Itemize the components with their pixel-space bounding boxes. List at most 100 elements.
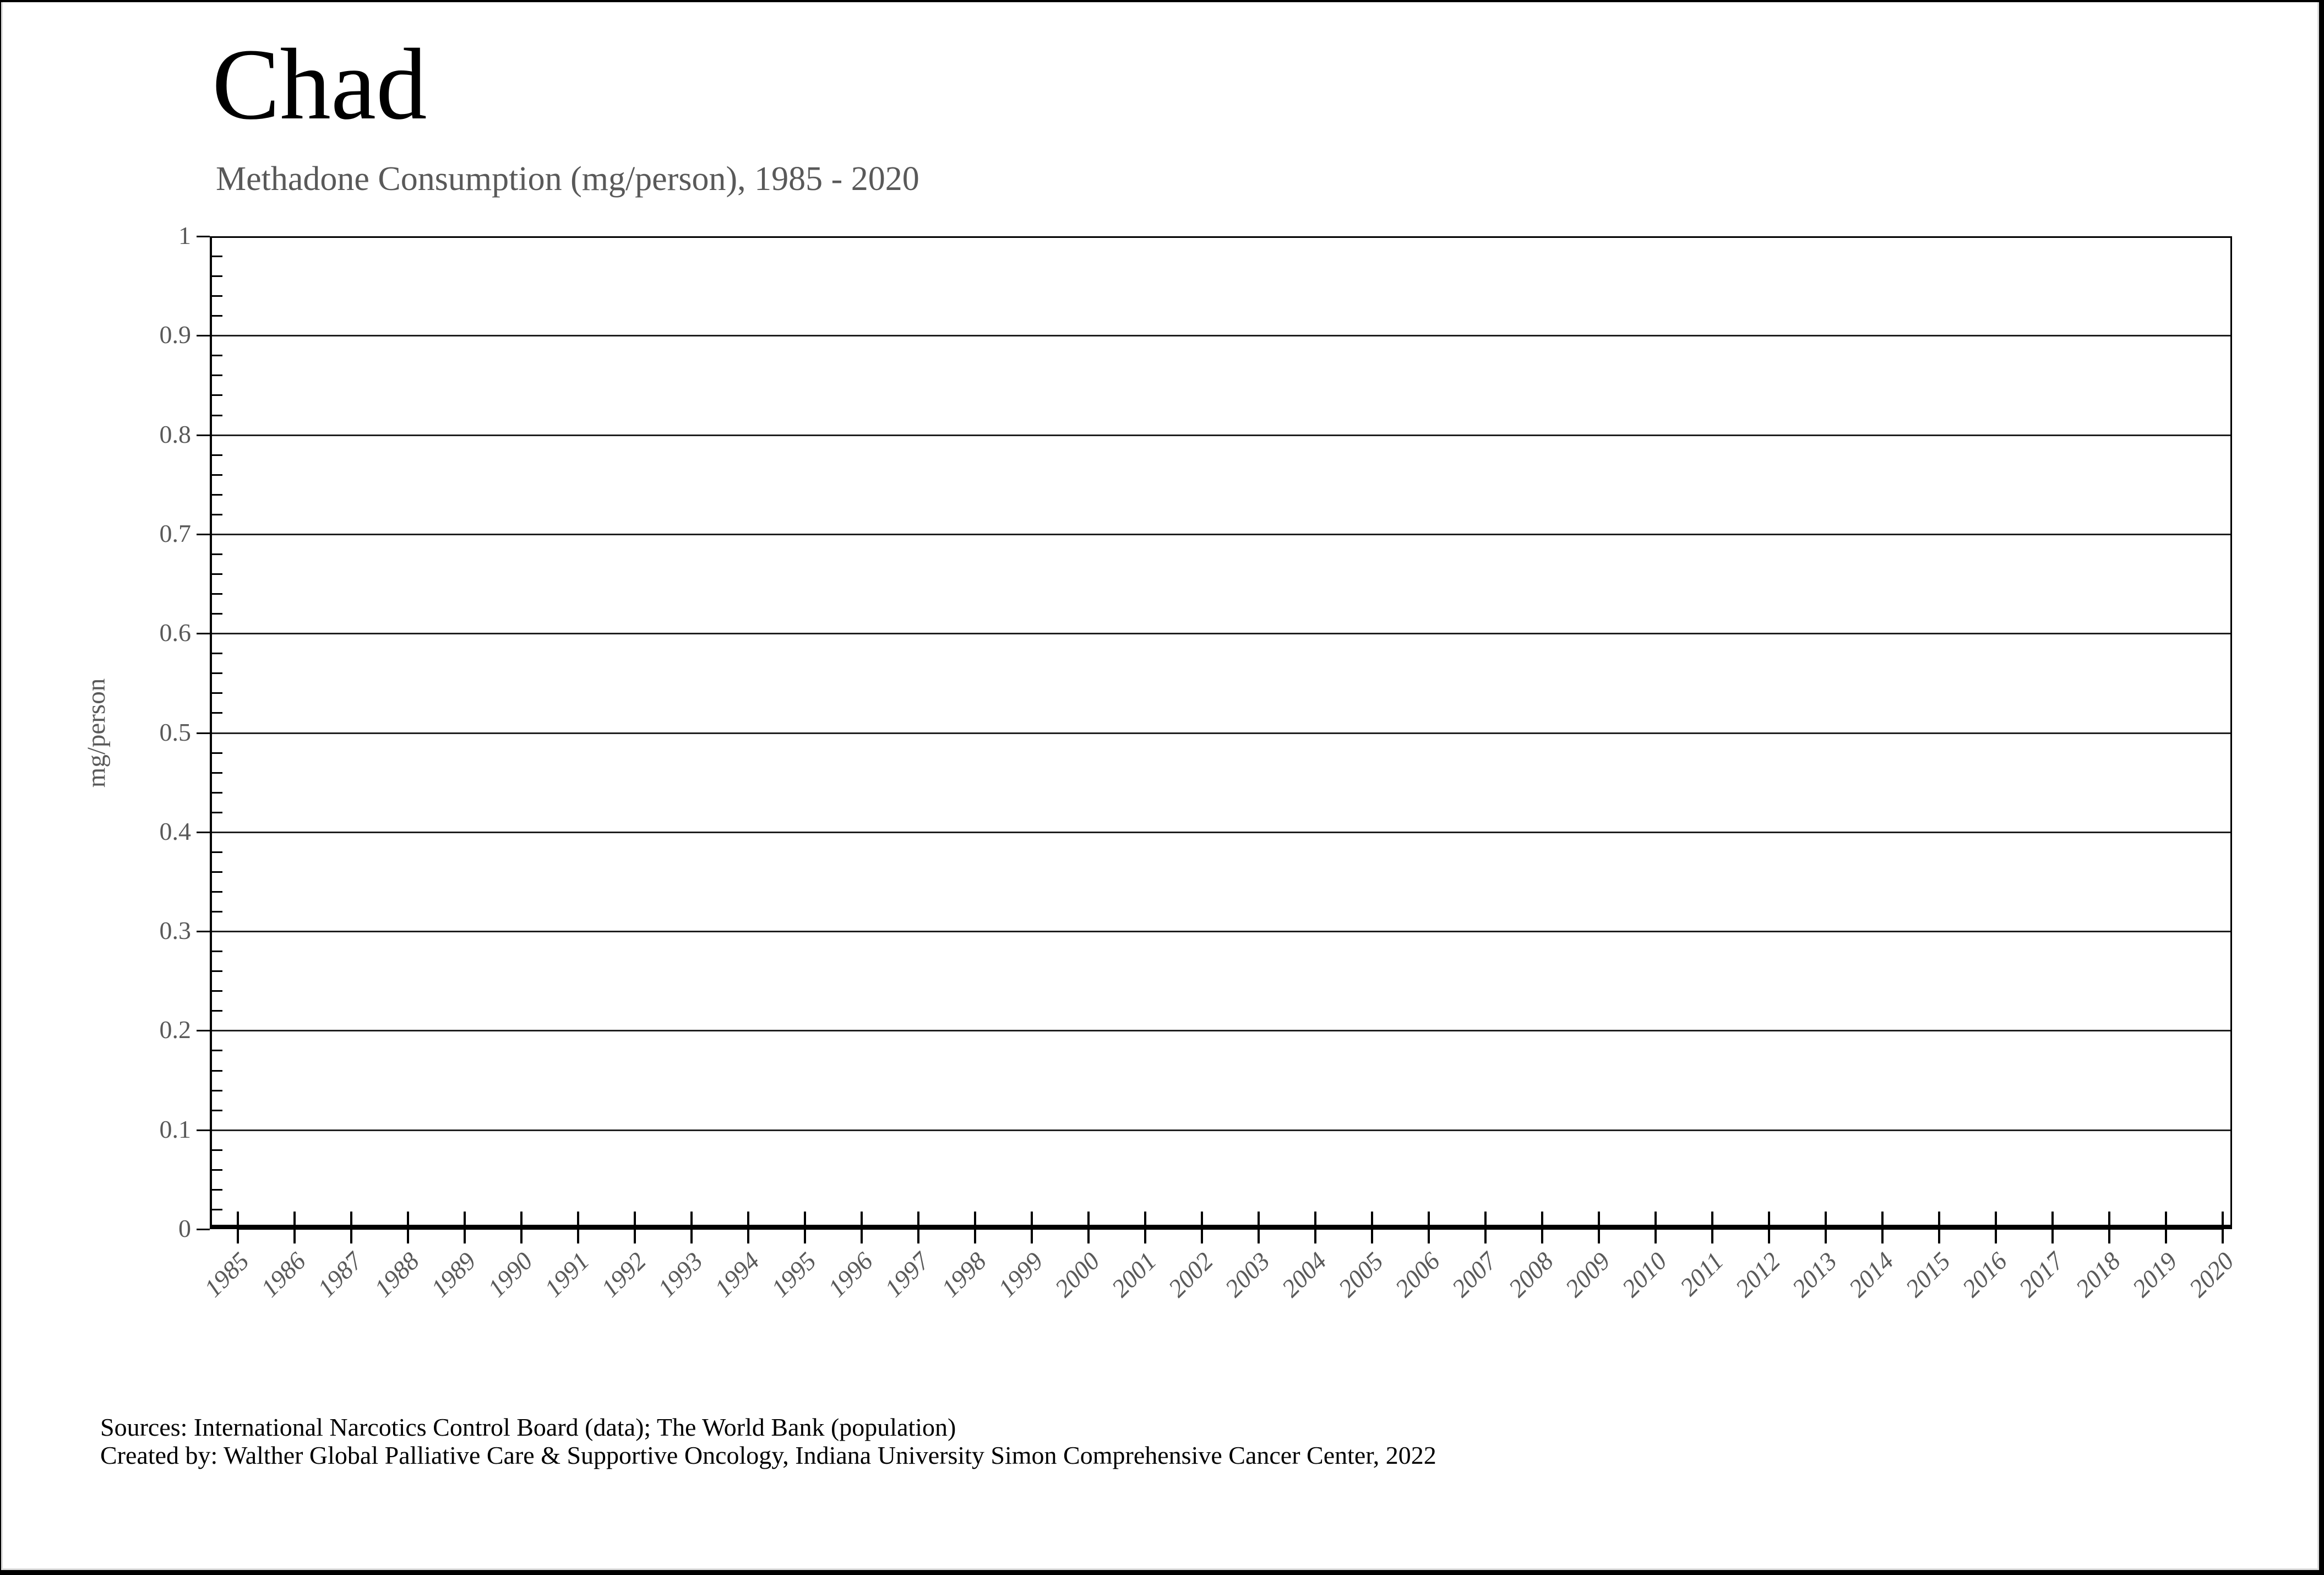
x-axis-tick-label: 1988 [368,1246,424,1302]
x-axis-tick-label: 1990 [482,1246,538,1302]
y-axis-minor-tick [212,692,222,694]
x-axis-tick-label: 1989 [425,1246,481,1302]
x-axis-tick-label: 1999 [992,1246,1048,1302]
x-axis-tick-label: 2015 [1900,1246,1956,1302]
x-axis-tick-label: 2012 [1729,1246,1786,1302]
gridline [212,832,2230,833]
y-axis-minor-tick [212,295,222,297]
gridline [212,1129,2230,1131]
x-axis-tick-label: 2014 [1843,1246,1899,1302]
gridline [212,335,2230,336]
y-axis-major-tick [197,1129,210,1131]
source-line: Sources: International Narcotics Control… [100,1413,956,1441]
y-axis-minor-tick [212,891,222,893]
y-axis-minor-tick [212,871,222,873]
y-axis-minor-tick [212,613,222,615]
y-axis-minor-tick [212,1010,222,1012]
y-axis-major-tick [197,236,210,237]
x-axis-tick-label: 1992 [595,1246,651,1302]
series-line-methadone [238,1227,2223,1230]
y-axis-minor-tick [212,553,222,555]
x-axis-tick-label: 2010 [1616,1246,1672,1302]
y-axis-minor-tick [212,772,222,774]
y-axis-minor-tick [212,494,222,496]
y-axis-minor-tick [212,573,222,575]
gridline [212,931,2230,932]
y-axis-tick-label: 0.5 [159,718,192,746]
y-axis-major-tick [197,534,210,535]
y-axis-minor-tick [212,1050,222,1051]
y-axis-tick-label: 1 [178,221,191,249]
y-axis-tick-label: 0.4 [159,817,192,845]
y-axis-major-tick [197,633,210,634]
x-axis-tick-label: 1995 [765,1246,821,1302]
y-axis-tick-label: 0.7 [159,519,192,547]
page-title: Chad [212,28,427,141]
y-axis-major-tick [197,1229,210,1230]
y-axis-minor-tick [212,1110,222,1111]
y-axis-minor-tick [212,1149,222,1151]
x-axis-tick-label: 1994 [709,1246,765,1302]
x-axis-tick-label: 2006 [1389,1246,1445,1302]
x-axis-tick-label: 2019 [2126,1246,2183,1302]
y-axis-minor-tick [212,593,222,595]
y-axis-minor-tick [212,1090,222,1091]
gridline [212,1030,2230,1031]
x-axis-tick-label: 1998 [935,1246,992,1302]
y-axis-minor-tick [212,653,222,654]
y-axis-minor-tick [212,970,222,972]
y-axis-tick-label: 0 [178,1214,191,1242]
y-axis-minor-tick [212,454,222,456]
x-axis-tick-label: 2004 [1276,1246,1332,1302]
y-axis-minor-tick [212,792,222,794]
y-axis-minor-tick [212,1070,222,1072]
y-axis-minor-tick [212,514,222,515]
y-axis-minor-tick [212,474,222,476]
y-axis-minor-tick [212,851,222,853]
y-axis-minor-tick [212,1169,222,1171]
x-axis-tick-label: 2018 [2070,1246,2126,1302]
y-axis-tick-label: 0.2 [159,1015,192,1044]
y-axis-minor-tick [212,951,222,952]
y-axis-tick-label: 0.1 [159,1115,192,1143]
chart-subtitle: Methadone Consumption (mg/person), 1985 … [216,160,919,198]
gridline [212,435,2230,436]
y-axis-minor-tick [212,672,222,674]
x-axis-tick-label: 2013 [1786,1246,1842,1302]
x-axis-tick-label: 2011 [1674,1246,1729,1301]
y-axis-minor-tick [212,752,222,754]
y-axis-tick-label: 0.3 [159,916,192,944]
x-axis-tick-label: 2009 [1559,1246,1615,1302]
y-axis-major-tick [197,732,210,734]
y-axis-minor-tick [212,812,222,813]
x-axis-tick-label: 2008 [1503,1246,1559,1302]
y-axis-minor-tick [212,275,222,277]
x-axis-tick-label: 2005 [1332,1246,1389,1302]
y-axis-minor-tick [212,990,222,992]
x-axis-tick-label: 1985 [198,1246,254,1302]
x-axis-tick-label: 2016 [1956,1246,2012,1302]
gridline [212,633,2230,634]
x-axis-tick-label: 2000 [1049,1246,1105,1302]
y-axis-minor-tick [212,315,222,317]
y-axis-minor-tick [212,374,222,376]
y-axis-tick-label: 0.6 [159,618,192,647]
y-axis-major-tick [197,931,210,932]
x-axis-tick-label: 1986 [255,1246,311,1302]
y-axis-major-tick [197,435,210,436]
x-axis-tick-label: 1997 [879,1246,935,1302]
y-axis-minor-tick [212,256,222,257]
x-axis-tick-label: 2003 [1219,1246,1275,1302]
gridline [212,732,2230,734]
y-axis-minor-tick [212,1209,222,1210]
x-axis-tick-label: 2001 [1106,1246,1162,1302]
y-axis-major-tick [197,335,210,336]
y-axis-minor-tick [212,911,222,913]
created-by-line: Created by: Walther Global Palliative Ca… [100,1441,1436,1469]
source-notes: Sources: International Narcotics Control… [100,1413,1436,1469]
x-axis-tick-label: 2017 [2013,1246,2069,1302]
x-axis-tick-label: 1996 [822,1246,878,1302]
y-axis-minor-tick [212,415,222,416]
y-axis-tick-label: 0.8 [159,420,192,448]
y-axis-minor-tick [212,1189,222,1191]
